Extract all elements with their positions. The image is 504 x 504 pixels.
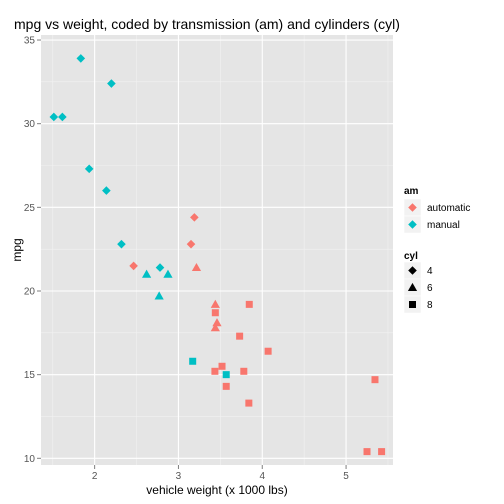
x-tick-label: 4	[259, 471, 265, 482]
legend-key-cyl-8	[409, 301, 416, 308]
data-point-automatic-cyl8	[219, 363, 226, 370]
y-tick-label: 20	[24, 286, 36, 297]
y-tick-label: 35	[24, 36, 36, 47]
data-point-automatic-cyl8	[240, 368, 247, 375]
legend-label-automatic: automatic	[427, 203, 470, 214]
x-tick-label: 3	[176, 471, 182, 482]
y-tick-label: 15	[24, 370, 36, 381]
data-point-automatic-cyl8	[378, 448, 385, 455]
y-tick-label: 25	[24, 203, 36, 214]
legend-label-cyl-8: 8	[427, 300, 433, 311]
y-axis-ticks: 10 15 20 25 30 35	[24, 36, 41, 465]
x-axis-title: vehicle weight (x 1000 lbs)	[146, 483, 287, 497]
y-axis-title: mpg	[10, 238, 24, 261]
data-point-automatic-cyl8	[245, 400, 252, 407]
chart-title: mpg vs weight, coded by transmission (am…	[14, 16, 400, 32]
legend-label-cyl-4: 4	[427, 266, 433, 277]
x-axis-ticks: 2 3 4 5	[92, 465, 349, 482]
x-tick-label: 2	[92, 471, 98, 482]
legend-am: am automatic manual	[404, 186, 470, 233]
x-tick-label: 5	[343, 471, 349, 482]
data-point-automatic-cyl8	[371, 376, 378, 383]
data-point-automatic-cyl8	[212, 309, 219, 316]
y-tick-label: 10	[24, 454, 36, 465]
data-point-automatic-cyl8	[223, 383, 230, 390]
data-point-automatic-cyl8	[246, 301, 253, 308]
plot-panel	[41, 35, 393, 465]
y-tick-label: 30	[24, 119, 36, 130]
legend-label-cyl-6: 6	[427, 283, 433, 294]
legend-cyl-title: cyl	[404, 251, 418, 262]
data-point-automatic-cyl8	[265, 348, 272, 355]
data-point-automatic-cyl8	[211, 368, 218, 375]
data-point-manual-cyl8	[223, 371, 230, 378]
legend-key-shape-cyl-8	[409, 301, 416, 308]
legend-cyl: cyl 4 6 8	[404, 251, 433, 313]
legend-am-title: am	[404, 186, 419, 197]
data-point-manual-cyl8	[189, 358, 196, 365]
data-point-automatic-cyl8	[236, 333, 243, 340]
legend-label-manual: manual	[427, 220, 460, 231]
data-point-automatic-cyl8	[364, 448, 371, 455]
